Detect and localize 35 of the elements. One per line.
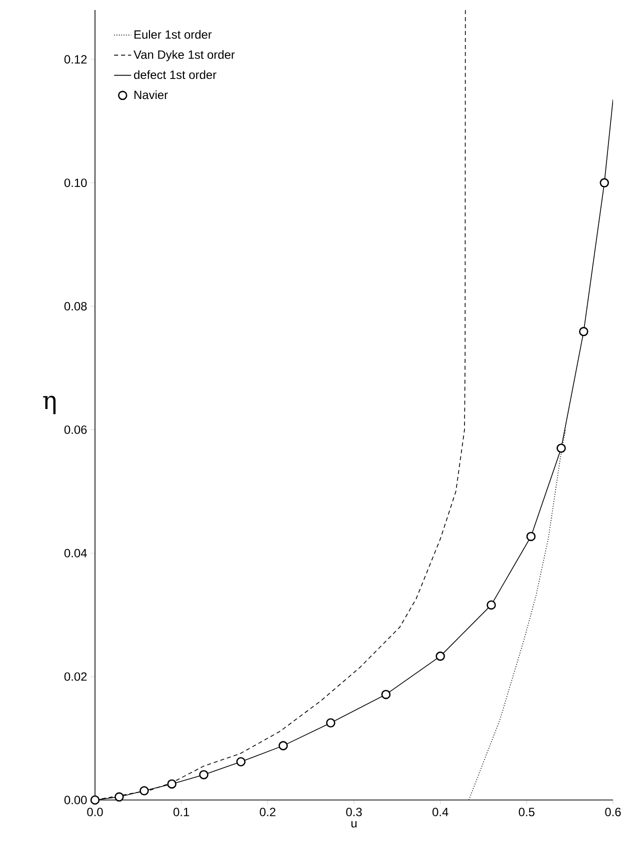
x-tick-label: 0.4 — [432, 808, 448, 816]
x-axis-title: u — [351, 821, 357, 828]
x-tick-label: 0.2 — [260, 808, 276, 816]
x-tick-label: 0.3 — [346, 808, 362, 816]
legend-label: Van Dyke 1st order — [134, 50, 235, 62]
legend-label: defect 1st order — [134, 70, 216, 79]
point — [90, 795, 100, 805]
y-tick-label: 0.10 — [64, 178, 87, 188]
point — [436, 652, 445, 661]
point — [526, 532, 536, 542]
point — [114, 792, 124, 802]
point — [140, 786, 149, 796]
point — [381, 690, 391, 700]
x-tick-label: 0.0 — [87, 808, 103, 816]
y-tick-label: 0.08 — [64, 302, 87, 310]
legend-label: Navier — [134, 90, 168, 100]
y-tick-label: 0.06 — [64, 425, 87, 434]
point — [486, 600, 496, 610]
point — [326, 718, 336, 728]
point — [600, 178, 609, 188]
y-tick-label: 0.02 — [64, 672, 87, 681]
legend-label: Euler 1st order — [134, 30, 212, 39]
y-tick-label: 0.12 — [64, 55, 87, 64]
point — [199, 770, 208, 780]
y-axis-title: η — [43, 396, 56, 414]
y-tick-label: 0.00 — [64, 796, 87, 804]
x-tick-label: 0.1 — [173, 808, 190, 816]
point — [167, 779, 176, 789]
y-tick-label: 0.04 — [64, 548, 87, 558]
point — [556, 444, 566, 453]
x-tick-label: 0.6 — [605, 808, 621, 816]
point — [579, 326, 588, 336]
x-tick-label: 0.5 — [518, 808, 534, 816]
point — [236, 757, 246, 766]
point — [278, 741, 288, 750]
